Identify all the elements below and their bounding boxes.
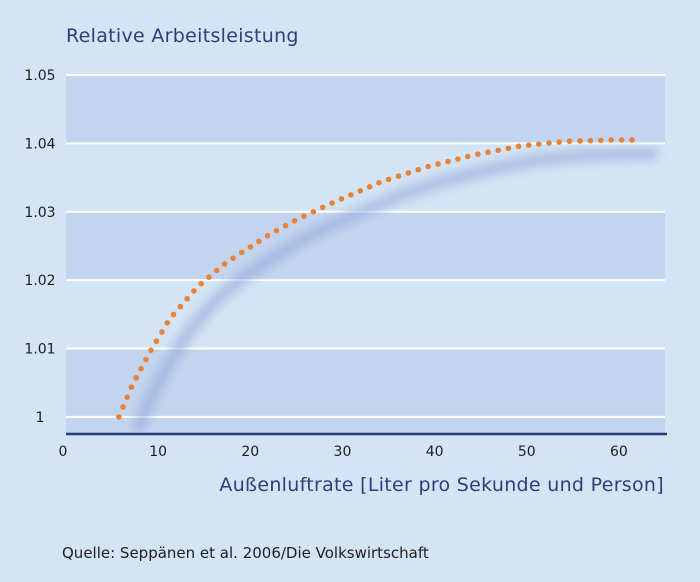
data-point (329, 200, 335, 206)
data-point (435, 161, 441, 167)
data-point (124, 394, 131, 400)
data-point (120, 404, 126, 410)
data-point (505, 145, 512, 152)
data-point (566, 138, 573, 145)
data-point (455, 156, 461, 162)
data-point (256, 238, 262, 245)
data-point (143, 356, 149, 363)
data-point (301, 213, 307, 219)
data-point (319, 204, 326, 211)
data-point (485, 149, 491, 156)
data-point (425, 163, 431, 170)
data-point (629, 137, 635, 143)
plot-band (66, 75, 665, 144)
x-tick-label: 10 (149, 444, 167, 460)
y-tick-label: 1.04 (24, 136, 55, 152)
data-point (198, 280, 204, 287)
data-point (475, 151, 481, 157)
data-point (515, 143, 522, 150)
x-tick-label: 40 (426, 444, 444, 460)
x-tick-label: 30 (334, 444, 352, 460)
source-note: Quelle: Seppänen et al. 2006/Die Volkswi… (62, 544, 429, 562)
y-tick-label: 1.01 (24, 342, 55, 358)
data-point (177, 303, 184, 310)
data-point (597, 137, 604, 144)
data-point (338, 196, 345, 202)
data-point (221, 261, 228, 267)
data-point (310, 208, 317, 215)
data-point (273, 227, 280, 234)
data-point (415, 166, 422, 173)
data-point (291, 217, 298, 224)
data-point (546, 140, 552, 146)
data-point (159, 329, 165, 335)
data-point (282, 222, 289, 229)
data-point (138, 365, 144, 372)
data-point (116, 414, 122, 420)
x-tick-labels: 0 10 20 30 40 50 60 (59, 444, 628, 460)
data-point (366, 184, 373, 190)
x-axis-label: Außenluftrate [Liter pro Sekunde und Per… (219, 474, 664, 496)
x-tick-label: 20 (241, 444, 259, 460)
x-tick-label: 0 (59, 444, 68, 460)
data-point (525, 142, 532, 148)
plot-band (66, 416, 665, 434)
data-point (357, 188, 364, 194)
data-point (213, 267, 220, 274)
data-point (385, 176, 392, 183)
data-point (618, 137, 625, 143)
data-point (133, 375, 139, 381)
y-tick-label: 1.03 (24, 205, 55, 221)
data-point (348, 192, 354, 198)
y-tick-label: 1.05 (24, 68, 55, 84)
x-tick-label: 60 (610, 444, 628, 460)
data-point (238, 249, 245, 256)
y-tick-labels: 1 1.01 1.02 1.03 1.04 1.05 (24, 68, 55, 426)
data-point (464, 153, 471, 160)
data-point (395, 173, 402, 179)
plot-band (66, 211, 665, 281)
grid-lines (66, 74, 665, 418)
data-point (445, 158, 451, 165)
curve-shadow-path (131, 148, 658, 434)
data-point (128, 384, 135, 391)
data-point (170, 311, 177, 318)
data-point (608, 137, 614, 143)
y-tick-label: 1 (36, 410, 45, 426)
data-point (164, 320, 171, 326)
chart-title: Relative Arbeitsleistung (66, 25, 299, 47)
data-point (405, 170, 412, 176)
data-point (191, 288, 197, 294)
data-point (587, 137, 594, 144)
data-point (184, 295, 190, 302)
data-point (536, 141, 542, 147)
data-point (264, 233, 271, 239)
y-tick-label: 1.02 (24, 273, 55, 289)
data-point (153, 338, 160, 344)
x-tick-label: 50 (518, 444, 536, 460)
series-dots (116, 137, 635, 420)
data-point (230, 255, 236, 261)
data-point (556, 139, 562, 145)
data-point (577, 138, 583, 144)
data-point (247, 244, 254, 250)
data-point (206, 274, 212, 280)
data-point (495, 147, 502, 154)
data-point (376, 179, 382, 186)
data-point (148, 347, 154, 354)
curve-shadow (131, 148, 658, 434)
plot-bands (66, 75, 665, 434)
